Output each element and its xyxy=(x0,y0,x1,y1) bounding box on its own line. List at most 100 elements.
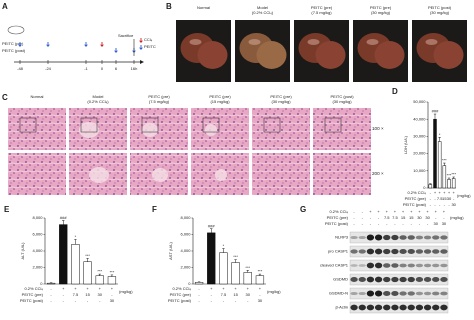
liver-lobe xyxy=(433,41,464,69)
treatment-cell: 7.5 xyxy=(392,215,398,220)
unit-label: (mg/kg) xyxy=(267,289,281,294)
blot-band xyxy=(383,304,391,311)
treatment-cell: - xyxy=(211,292,213,297)
blot-band xyxy=(383,234,391,241)
bar xyxy=(207,232,216,285)
error-bar xyxy=(443,162,446,166)
blot-band xyxy=(415,263,424,268)
blot-band xyxy=(391,276,399,283)
blot-band xyxy=(399,235,407,240)
treatment-cell: - xyxy=(419,221,421,226)
treatment-cell: + xyxy=(394,209,397,214)
treatment-cell: - xyxy=(411,221,413,226)
treatment-cell: - xyxy=(50,292,52,297)
time-label: 0 xyxy=(101,66,104,71)
treatment-cell: - xyxy=(87,298,89,303)
y-tick-label: 50,000 xyxy=(413,99,426,104)
treatment-cell: - xyxy=(50,286,52,291)
zoom-box xyxy=(80,117,98,133)
y-tick-label: 8,000 xyxy=(180,215,191,220)
blot-band xyxy=(440,304,448,311)
treatment-cell: + xyxy=(247,286,250,291)
blot-band xyxy=(440,249,448,254)
column-label: (30 mg/kg) xyxy=(332,99,352,104)
liver-highlight xyxy=(307,39,320,45)
liver-lobe xyxy=(374,41,405,69)
zoom-box xyxy=(324,117,342,133)
column-label: PEITC (pre) xyxy=(148,94,170,99)
significance-label: * xyxy=(439,132,441,137)
legend-swatch xyxy=(139,45,143,51)
treatment-label: 0.2% CCl₄ xyxy=(24,286,43,291)
histology-image xyxy=(8,108,66,150)
blot-band xyxy=(366,276,375,283)
necrosis-area xyxy=(79,122,99,138)
blot-band xyxy=(423,277,432,282)
error-bar xyxy=(210,228,213,233)
treatment-cell: - xyxy=(370,221,372,226)
y-tick-label: 8,000 xyxy=(32,215,43,220)
legend-label: PEITC xyxy=(144,44,156,49)
column-label: PEITC (post) xyxy=(330,94,354,99)
blot-band xyxy=(391,234,399,241)
blot-band xyxy=(407,249,415,254)
blot-band xyxy=(399,263,407,268)
significance-label: *** xyxy=(447,173,452,178)
y-tick-label: 4,000 xyxy=(180,248,191,253)
treatment-cell: - xyxy=(448,202,450,207)
blot-band xyxy=(423,291,432,296)
blot-band xyxy=(366,248,375,255)
treatment-cell: + xyxy=(418,209,421,214)
treatment-cell: + xyxy=(452,190,455,195)
blot-strip xyxy=(349,287,449,300)
column-label: PEITC (pre) xyxy=(370,5,392,10)
blot-band xyxy=(423,235,432,240)
blot-band xyxy=(407,263,415,268)
treatment-cell: 30 xyxy=(98,292,103,297)
blot-band xyxy=(383,248,391,255)
y-tick-label: 4,000 xyxy=(32,248,43,253)
blot-band xyxy=(374,234,383,241)
treatment-label: PEITC (post) xyxy=(168,298,192,303)
treatment-cell: - xyxy=(99,298,101,303)
panel-letter: G xyxy=(300,205,306,214)
histology-image xyxy=(252,108,310,150)
treatment-label: PEITC (post) xyxy=(20,298,44,303)
treatment-cell: 7.5 xyxy=(221,292,227,297)
treatment-cell: + xyxy=(210,286,213,291)
histology-image xyxy=(252,153,310,195)
panel-letter: D xyxy=(392,87,398,96)
y-tick-label: 2,000 xyxy=(180,265,191,270)
treatment-cell: + xyxy=(377,209,380,214)
mouse-icon xyxy=(7,25,25,35)
blot-band xyxy=(399,249,407,254)
protein-label: pro CASP1 xyxy=(328,249,349,254)
blot-band xyxy=(423,263,432,268)
treatment-cell: - xyxy=(453,196,455,201)
treatment-cell: 7.5 xyxy=(73,292,79,297)
treatment-cell: - xyxy=(370,215,372,220)
blot-band xyxy=(391,263,399,268)
treatment-cell: 15 xyxy=(409,215,414,220)
treatment-cell: - xyxy=(111,292,113,297)
treatment-cell: 30 xyxy=(451,202,456,207)
blot-band xyxy=(350,291,358,296)
treatment-cell: - xyxy=(247,298,249,303)
bar xyxy=(451,178,456,189)
treatment-label: PEITC (pre) xyxy=(170,292,192,297)
treatment-cell: + xyxy=(234,286,237,291)
significance-label: *** xyxy=(233,254,238,259)
blot-band xyxy=(374,262,383,269)
treatment-cell: - xyxy=(50,298,52,303)
error-bar xyxy=(433,113,437,120)
peitc-arrow xyxy=(18,42,22,48)
treatment-label: PEITC (post) xyxy=(403,202,427,207)
significance-label: ### xyxy=(208,223,215,228)
treatment-cell: 30 xyxy=(110,298,115,303)
blot-band xyxy=(432,277,440,282)
treatment-cell: - xyxy=(378,221,380,226)
bar xyxy=(59,224,68,285)
bar xyxy=(433,118,437,189)
zoom-box xyxy=(202,117,220,133)
